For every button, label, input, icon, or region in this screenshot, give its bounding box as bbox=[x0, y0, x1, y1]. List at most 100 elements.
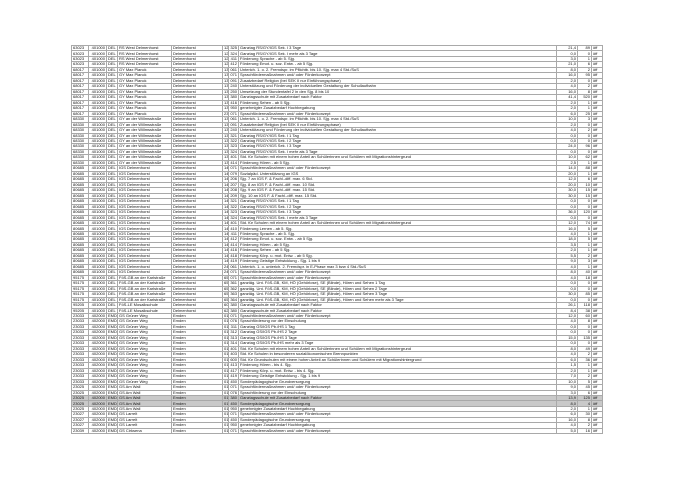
cell-status-flag: öff bbox=[591, 301, 603, 309]
cell-status-flag: öff bbox=[591, 132, 603, 140]
cell-district-abbr: EMD bbox=[106, 422, 118, 429]
cell-authority-code: 401000 bbox=[88, 121, 107, 129]
cell-status-flag: öff bbox=[591, 192, 603, 200]
cell-authority-code: 401000 bbox=[88, 154, 107, 161]
cell-status-flag: öff bbox=[591, 181, 603, 189]
cell-district-abbr: DEL bbox=[106, 203, 118, 211]
cell-district-abbr: EMD bbox=[106, 312, 118, 320]
cell-authority-code: 402000 bbox=[88, 367, 107, 375]
cell-status-flag: öff bbox=[591, 269, 603, 276]
cell-authority-code: 401000 bbox=[88, 285, 107, 293]
cell-status-flag: öff bbox=[591, 94, 603, 101]
cell-school-form-code: 01 bbox=[222, 367, 229, 375]
cell-school-form-code: 12 bbox=[222, 55, 229, 63]
cell-authority-code: 401000 bbox=[88, 137, 107, 145]
cell-district-abbr: DEL bbox=[106, 121, 118, 129]
table-row: 23033 402000 EMD GS Grüner Weg Emden 01 450 Son… bbox=[71, 378, 603, 386]
cell-school-form-code: 13 bbox=[222, 148, 229, 156]
cell-school-name: FöS-GB an der Karlstraße bbox=[117, 274, 172, 282]
cell-school-form-code: 14 bbox=[222, 170, 229, 178]
cell-status-flag: öff bbox=[591, 334, 603, 342]
table-row: 23039 402000 EMD GS Cirksena Emden 01 071 Sprac… bbox=[71, 427, 603, 435]
cell-district-abbr: EMD bbox=[106, 356, 118, 364]
cell-school-form-code: 24 bbox=[222, 269, 229, 276]
schools-table: 63023 401000 DEL RS West Delmenhorst Delmenh… bbox=[71, 44, 603, 435]
cell-hours-value: 5,0 bbox=[556, 427, 578, 435]
cell-district-abbr: DEL bbox=[106, 159, 118, 167]
cell-status-flag: öff bbox=[591, 378, 603, 386]
cell-school-name: GS Cirksena bbox=[117, 427, 172, 435]
cell-authority-code: 402000 bbox=[88, 373, 107, 380]
cell-status-flag: öff bbox=[591, 77, 603, 85]
table-row: 95175 401000 DEL FöS-GB an der Karlstraße De… bbox=[71, 291, 603, 298]
cell-school-form-code: 14 bbox=[222, 165, 229, 172]
cell-school-form-code: 01 bbox=[222, 323, 229, 331]
cell-school-form-code: 01 bbox=[222, 411, 229, 418]
cell-district-abbr: EMD bbox=[106, 329, 118, 336]
cell-school-form-code: 60 bbox=[222, 301, 229, 309]
cell-authority-code: 401000 bbox=[88, 55, 107, 63]
cell-school-form-code: 65 bbox=[222, 296, 229, 304]
cell-status-flag: öff bbox=[591, 44, 603, 52]
cell-school-form-code: 01 bbox=[222, 351, 229, 358]
cell-school-form-code: 14 bbox=[222, 241, 229, 249]
cell-school-form-code: 13 bbox=[222, 83, 229, 90]
cell-school-form-code: 14 bbox=[222, 236, 229, 243]
cell-school-name: FöS-GB an der Karlstraße bbox=[117, 291, 172, 298]
cell-status-flag: öff bbox=[591, 367, 603, 375]
cell-status-flag: öff bbox=[591, 323, 603, 331]
cell-district-abbr: DEL bbox=[106, 110, 118, 118]
cell-authority-code: 402000 bbox=[88, 394, 107, 402]
cell-status-flag: öff bbox=[591, 329, 603, 336]
cell-district-abbr: EMD bbox=[106, 318, 118, 325]
table-row: 80685 401000 DEL IGS Delmenhorst Delmenhorst… bbox=[71, 258, 603, 265]
cell-school-form-code: 65 bbox=[222, 285, 229, 293]
cell-status-flag: öff bbox=[591, 61, 603, 68]
table-row: 23025 402000 EMD GS Am Wall Emden 01 380 Ganzta… bbox=[71, 394, 603, 402]
cell-status-flag: öff bbox=[591, 405, 603, 413]
cell-school-form-code: 14 bbox=[222, 176, 229, 183]
table-row: 80685 401000 DEL IGS Delmenhorst Delmenhorst… bbox=[71, 219, 603, 227]
cell-authority-code: 401000 bbox=[88, 126, 107, 134]
cell-status-flag: öff bbox=[591, 165, 603, 172]
cell-district-abbr: DEL bbox=[106, 225, 118, 232]
cell-school-form-code: 01 bbox=[222, 373, 229, 380]
cell-school-form-code: 01 bbox=[222, 362, 229, 369]
cell-school-form-code: 14 bbox=[222, 214, 229, 222]
cell-school-form-code: 65 bbox=[222, 280, 229, 287]
cell-authority-code: 401000 bbox=[88, 198, 107, 205]
cell-status-flag: öff bbox=[591, 176, 603, 183]
cell-authority-code: 401000 bbox=[88, 291, 107, 298]
cell-authority-code: 402000 bbox=[88, 312, 107, 320]
cell-status-flag: öff bbox=[591, 219, 603, 227]
cell-school-form-code: 14 bbox=[222, 181, 229, 189]
cell-district-abbr: DEL bbox=[106, 285, 118, 293]
cell-status-flag: öff bbox=[591, 312, 603, 320]
cell-school-form-code: 01 bbox=[222, 384, 229, 391]
table-row: 80685 401000 DEL IGS Delmenhorst Delmenhorst… bbox=[71, 263, 603, 271]
cell-district-abbr: EMD bbox=[106, 394, 118, 402]
cell-authority-code: 402000 bbox=[88, 351, 107, 358]
cell-school-form-code: 13 bbox=[222, 154, 229, 161]
cell-district-abbr: DEL bbox=[106, 263, 118, 271]
cell-status-flag: öff bbox=[591, 50, 603, 57]
cell-school-form-code: 65 bbox=[222, 274, 229, 282]
cell-status-flag: öff bbox=[591, 121, 603, 129]
cell-status-flag: öff bbox=[591, 148, 603, 156]
cell-district-abbr: DEL bbox=[106, 88, 118, 96]
cell-status-flag: öff bbox=[591, 427, 603, 435]
cell-school-form-code: 23 bbox=[222, 110, 229, 118]
cell-authority-code: 401000 bbox=[88, 236, 107, 243]
cell-status-flag: öff bbox=[591, 187, 603, 194]
cell-district-abbr: EMD bbox=[106, 367, 118, 375]
table-row: 80685 401000 DEL IGS Delmenhorst Delmenhorst… bbox=[71, 209, 603, 216]
cell-school-form-code: 14 bbox=[222, 209, 229, 216]
cell-authority-code: 401000 bbox=[88, 116, 107, 123]
cell-school-form-code: 01 bbox=[222, 422, 229, 429]
table-row: 63023 401000 DEL RS West Delmenhorst Delmenh… bbox=[71, 55, 603, 63]
table-row: 68017 401000 DEL GY Max Planck Delmenhorst 13… bbox=[71, 99, 603, 107]
cell-district-abbr: DEL bbox=[106, 99, 118, 107]
cell-authority-code: 401000 bbox=[88, 165, 107, 172]
cell-status-flag: öff bbox=[591, 236, 603, 243]
cell-status-flag: öff bbox=[591, 340, 603, 347]
